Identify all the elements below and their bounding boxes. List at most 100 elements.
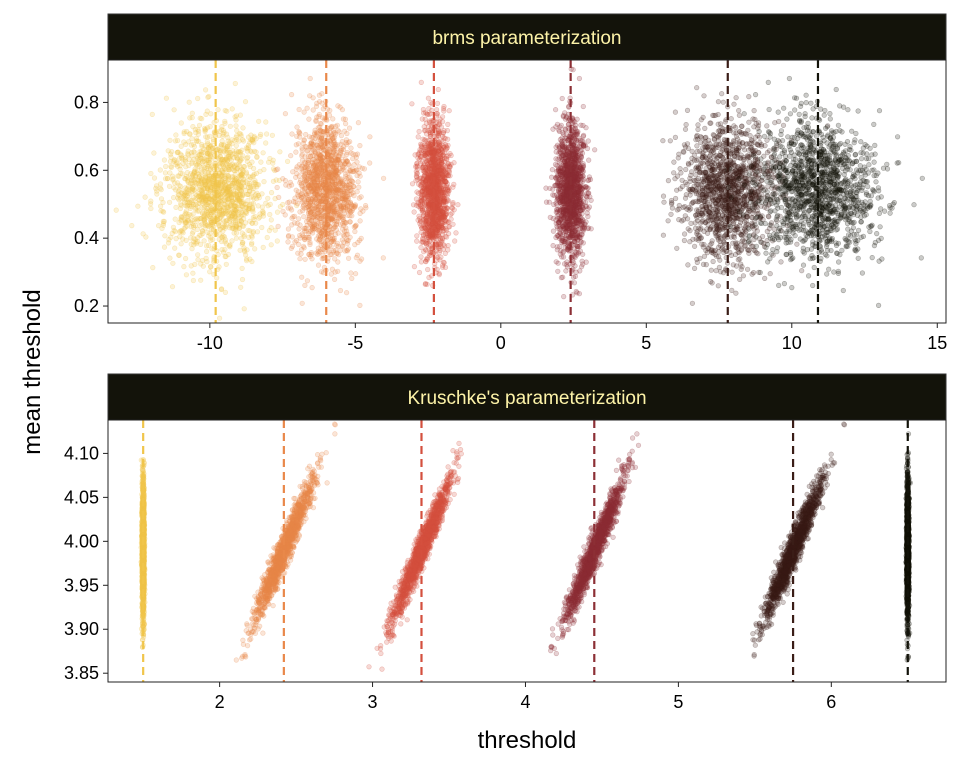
point: [142, 194, 148, 200]
point: [357, 237, 363, 243]
point: [423, 247, 429, 253]
point: [194, 162, 200, 168]
point: [207, 269, 213, 275]
point: [332, 269, 338, 275]
point: [160, 199, 166, 206]
point: [208, 237, 214, 243]
point: [225, 251, 231, 258]
point: [435, 172, 441, 178]
point: [340, 183, 346, 189]
point: [222, 107, 228, 114]
point: [438, 220, 445, 226]
point: [251, 135, 257, 141]
point: [195, 177, 201, 183]
point: [263, 200, 269, 206]
point: [201, 238, 207, 244]
point: [416, 128, 422, 135]
point: [295, 193, 301, 199]
point: [226, 184, 233, 190]
point: [250, 214, 256, 221]
point: [320, 192, 326, 198]
point: [445, 173, 451, 179]
point: [196, 197, 202, 203]
point: [353, 271, 359, 277]
point: [183, 220, 189, 226]
point: [315, 224, 321, 230]
point: [295, 250, 301, 256]
point: [425, 95, 432, 101]
point: [418, 141, 424, 147]
point: [348, 145, 354, 151]
point: [238, 172, 244, 179]
point: [195, 95, 201, 102]
point: [188, 263, 194, 269]
point: [313, 151, 319, 157]
point: [234, 137, 240, 143]
point: [238, 235, 244, 241]
point: [441, 144, 447, 150]
point: [232, 80, 238, 87]
point: [190, 229, 196, 235]
point: [220, 160, 226, 166]
point: [350, 166, 356, 172]
point: [172, 245, 178, 251]
point: [444, 128, 451, 134]
point: [232, 214, 238, 220]
point: [417, 202, 423, 208]
point: [349, 213, 355, 219]
point: [354, 167, 360, 173]
point: [168, 151, 174, 157]
point: [219, 247, 225, 253]
point: [289, 131, 295, 137]
point: [244, 256, 250, 262]
point: [171, 195, 177, 201]
point: [346, 185, 352, 191]
point: [309, 285, 315, 291]
point: [198, 151, 204, 157]
point: [310, 95, 316, 101]
point: [140, 231, 146, 237]
point: [343, 174, 349, 180]
point: [230, 225, 236, 231]
point: [250, 201, 257, 207]
point: [294, 133, 300, 139]
point: [163, 95, 169, 101]
point: [209, 246, 215, 252]
facet-brms: brms parameterization -10 -5 0 5 10 15 0.20.4…: [74, 13, 947, 353]
point: [198, 151, 204, 157]
point: [438, 190, 444, 196]
point: [249, 149, 255, 155]
point: [233, 123, 239, 129]
point: [185, 177, 191, 183]
point: [162, 170, 168, 176]
point: [342, 220, 348, 226]
point: [435, 177, 441, 183]
point: [171, 107, 177, 113]
point: [273, 167, 279, 173]
point: [353, 222, 359, 228]
point: [289, 182, 295, 188]
point: [166, 183, 173, 189]
point: [221, 179, 227, 185]
point: [414, 161, 420, 167]
point: [233, 148, 239, 154]
point: [282, 111, 289, 117]
point: [215, 107, 221, 113]
point: [444, 181, 451, 187]
point: [221, 222, 227, 228]
point: [274, 209, 281, 215]
point: [245, 198, 251, 204]
point: [259, 224, 265, 231]
point: [223, 210, 229, 216]
point: [266, 228, 273, 234]
point: [316, 236, 323, 242]
point: [164, 176, 170, 182]
point: [411, 264, 418, 270]
point: [198, 216, 204, 222]
point: [340, 243, 346, 249]
point: [173, 132, 179, 138]
point: [190, 202, 196, 208]
point: [301, 137, 307, 144]
point: [207, 157, 213, 163]
point: [292, 220, 298, 226]
